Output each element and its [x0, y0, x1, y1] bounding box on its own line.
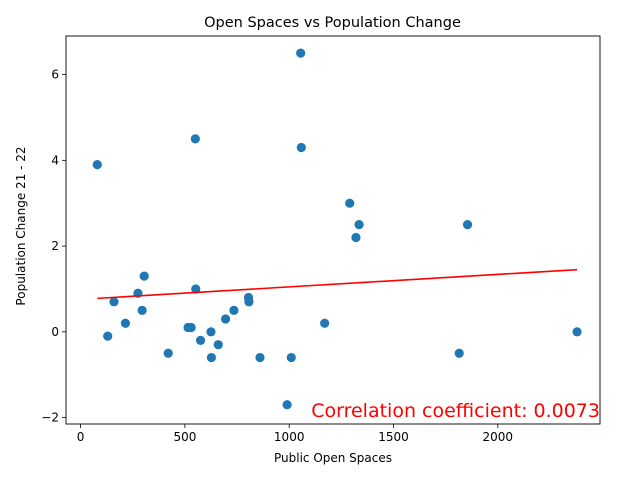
data-point — [220, 314, 231, 324]
data-point — [163, 348, 173, 358]
data-point — [195, 335, 206, 345]
data-point — [186, 322, 196, 333]
data-point — [282, 400, 292, 410]
data-point — [320, 318, 330, 328]
data-point — [351, 232, 361, 243]
data-point — [190, 134, 200, 144]
x-tick-label: 500 — [173, 430, 196, 444]
data-point — [109, 297, 119, 307]
data-point — [120, 318, 131, 328]
trendline-group — [97, 268, 578, 300]
data-point — [103, 331, 113, 341]
x-tick-label: 0 — [77, 430, 85, 444]
data-point — [462, 220, 473, 230]
y-axis-label: Population Change 21 - 22 — [14, 146, 28, 305]
data-point — [345, 198, 355, 208]
data-point — [296, 142, 306, 153]
x-tick-label: 2000 — [483, 430, 514, 444]
x-tick-label: 1500 — [378, 430, 409, 444]
axis-ticks: 0 500 1000 1500 2000 −2 0 2 4 6 — [41, 68, 513, 444]
data-point — [206, 352, 216, 363]
data-point — [296, 48, 306, 58]
data-point — [191, 284, 201, 294]
y-tick-label: 6 — [51, 68, 59, 82]
data-point — [137, 305, 147, 315]
y-tick-label: −2 — [41, 411, 59, 425]
plot-frame — [65, 35, 601, 425]
plot-area: 0 500 1000 1500 2000 −2 0 2 4 6 — [41, 35, 601, 444]
x-tick-label: 1000 — [274, 430, 305, 444]
y-tick-label: 4 — [51, 153, 59, 167]
y-tick-label: 2 — [51, 239, 59, 253]
data-point — [206, 327, 216, 337]
data-point — [354, 220, 364, 230]
scatter-points — [92, 48, 582, 410]
data-point — [244, 297, 254, 307]
data-point — [92, 160, 102, 170]
trendline — [97, 268, 578, 300]
data-point — [454, 348, 464, 358]
chart-title: Open Spaces vs Population Change — [204, 15, 461, 31]
correlation-annotation: Correlation coefficient: 0.0073 — [311, 400, 600, 422]
x-axis-label: Public Open Spaces — [274, 451, 392, 465]
data-point — [286, 352, 296, 363]
data-point — [255, 352, 265, 363]
y-tick-label: 0 — [51, 325, 59, 339]
data-point — [572, 327, 582, 337]
data-point — [139, 271, 149, 281]
data-point — [213, 340, 223, 350]
data-point — [229, 305, 239, 315]
